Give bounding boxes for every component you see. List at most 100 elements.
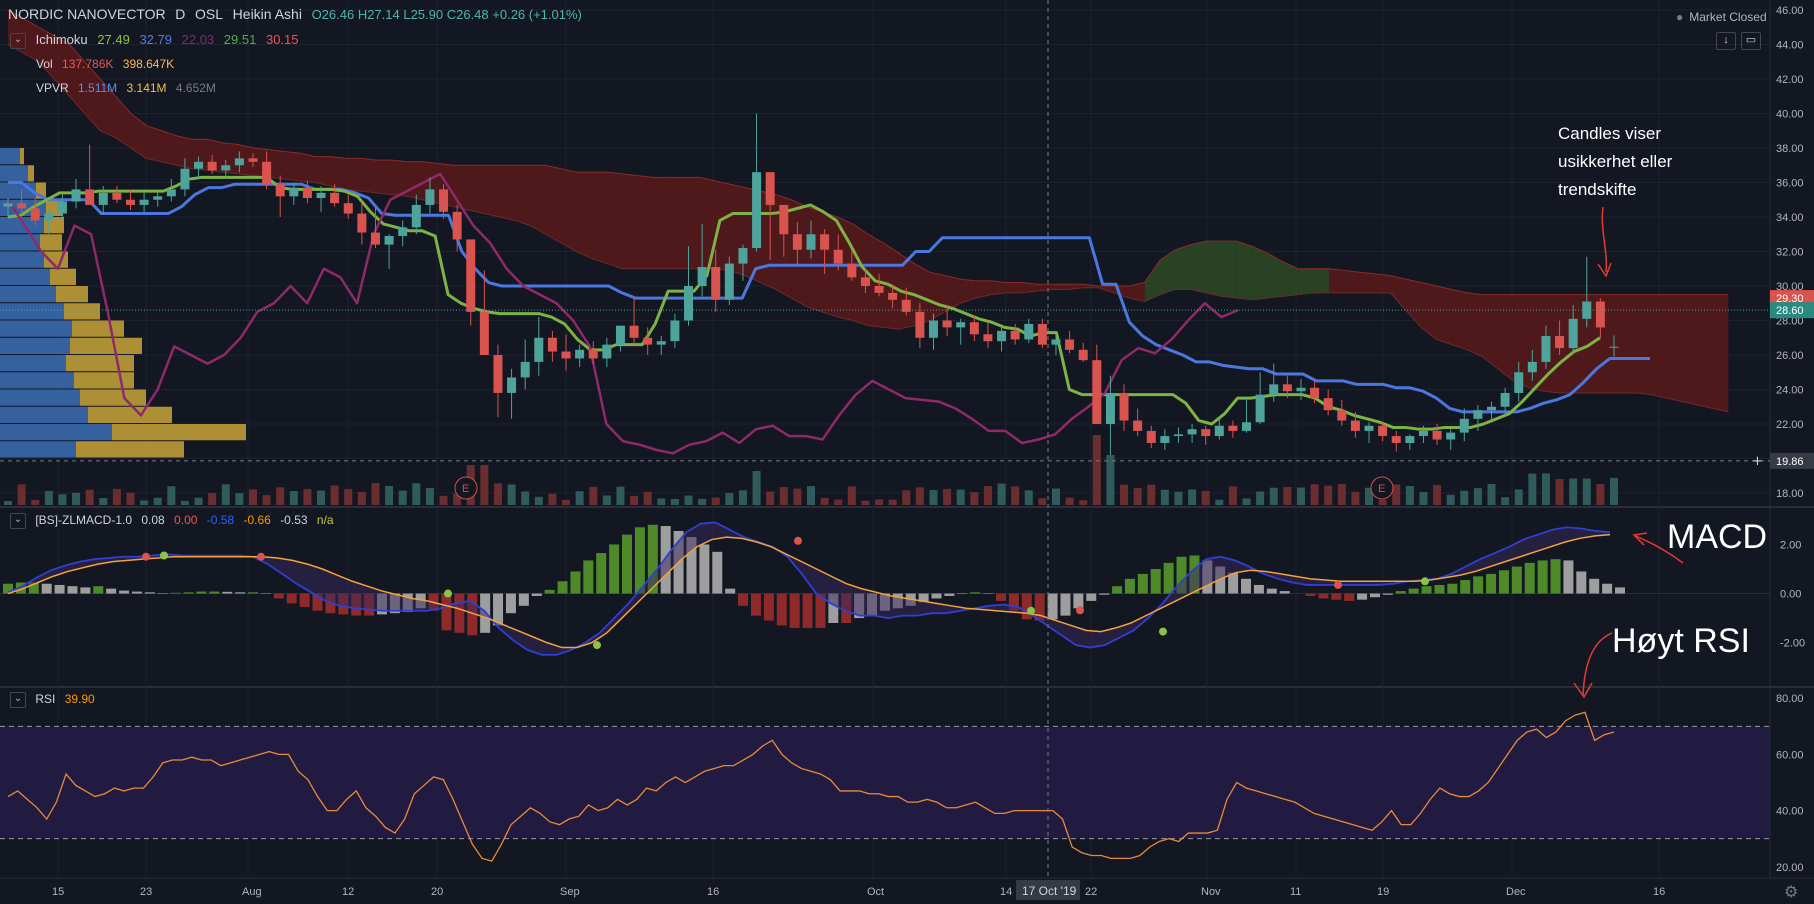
volume-bar [847,486,856,505]
price-tick-label: 32.00 [1776,247,1804,259]
cloud-segment [1405,279,1422,328]
vpvr-bar-down [76,441,184,458]
macd-histogram-bar [789,593,800,628]
macd-histogram-bar [467,593,478,636]
chart-style[interactable]: Heikin Ashi [232,6,302,22]
candle-body [1541,336,1551,362]
interval[interactable]: D [175,6,186,22]
candle-body [1092,360,1102,424]
cloud-segment [1451,289,1468,350]
macd-histogram-bar [493,593,504,626]
candle-body [1242,422,1252,431]
candle-body [343,203,353,214]
cloud-segment [668,177,684,269]
volume-bar [1296,487,1305,505]
cloud-segment [1636,294,1652,395]
macd-histogram-bar [1460,580,1471,594]
price-tick-label: 38.00 [1776,143,1804,155]
volume-bar [221,484,230,505]
vpvr-label[interactable]: VPVR [36,81,69,95]
candle-body [1160,436,1170,443]
ichimoku-label[interactable]: Ichimoku [35,32,88,47]
candle-body [479,311,489,355]
cloud-segment [991,280,1007,295]
price-tick-label: 40.00 [1776,109,1804,121]
candle-body [234,158,244,166]
candle-body [752,172,762,249]
cloud-segment [760,191,776,290]
macd-histogram-bar [1253,584,1264,594]
time-tick-label: 11 [1290,886,1301,898]
candle-body [711,267,721,300]
macd-histogram-bar [183,592,194,594]
rsi-label[interactable]: RSI [35,692,56,707]
volume-bar [1569,478,1578,505]
candle-body [615,325,625,345]
candle-body [983,334,993,342]
candle-body [493,355,503,393]
volume-bar [807,486,815,505]
macd-v4: -0.66 [243,513,271,528]
macd-histogram-bar [1099,593,1110,595]
cloud-segment [1574,294,1591,393]
macd-histogram-bar [1395,591,1406,594]
candle-body [997,330,1007,342]
volume-bar [1256,491,1265,505]
volume-bar [1337,484,1346,505]
volume-bar [1596,483,1605,505]
symbol-name[interactable]: NORDIC NANOVECTOR [8,6,166,22]
candle-body [1051,339,1061,345]
cloud-segment [1328,268,1345,293]
candle-body [888,292,898,300]
macd-histogram-bar [1228,572,1239,594]
vpvr-bar-down [20,148,24,165]
volume-bar [575,491,584,505]
candle-body [1119,392,1129,421]
macd-histogram-bar [1112,586,1123,594]
macd-histogram-bar [1524,562,1535,594]
macd-histogram-bar [1602,583,1613,594]
volume-bar [1174,491,1183,505]
macd-histogram-bar [1434,584,1445,594]
symbol-legend: NORDIC NANOVECTOR D OSL Heikin Ashi O26.… [8,6,588,22]
cloud-segment [330,156,346,190]
price-tick-label: 34.00 [1776,212,1804,224]
volume-bar [58,494,67,505]
vol-label[interactable]: Vol [36,57,53,71]
cloud-segment [1620,294,1637,393]
volume-bar [4,501,12,505]
macd-label[interactable]: [BS]-ZLMACD-1.0 [35,513,133,528]
macd-histogram-bar [235,592,246,594]
cloud-segment [84,61,101,131]
candle-body [180,168,190,190]
cloud-segment [1344,270,1360,293]
cloud-segment [929,272,945,321]
candle-body [1446,432,1456,440]
price-tick-label: 42.00 [1776,74,1804,86]
cloud-segment [1651,294,1667,399]
cloud-segment [1160,249,1176,295]
macd-histogram-bar [1576,571,1587,594]
cloud-segment [1436,286,1452,345]
candle-body [956,322,966,328]
candle-body [1323,398,1333,411]
volume-bar [1528,473,1537,505]
chevron-down-icon[interactable]: ⌄ [10,513,26,529]
volume-bar [1365,487,1374,505]
volume-bar [385,485,394,505]
macd-histogram-bar [750,593,761,616]
candle-body [561,351,571,359]
macd-histogram-bar [1563,560,1574,594]
volume-bar [997,483,1006,505]
volume-bar [194,497,203,505]
chevron-down-icon[interactable]: ⌄ [10,32,26,49]
rsi-tick-label: 20.00 [1776,862,1804,874]
volume-bar [956,489,965,505]
chevron-down-icon[interactable]: ⌄ [10,692,26,708]
candle-body [370,232,380,245]
maximize-icon[interactable]: ▭ [1741,32,1761,50]
collapse-down-icon[interactable]: ↓ [1716,32,1736,50]
cloud-segment [1267,253,1283,299]
crosshair-price-tag: 19.86 [1776,456,1804,468]
